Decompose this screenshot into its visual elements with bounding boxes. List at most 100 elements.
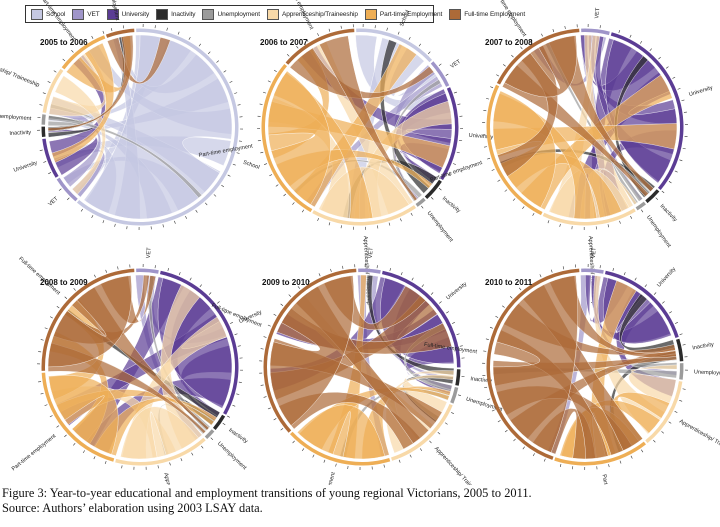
- arc-tick: [67, 197, 70, 201]
- legend-swatch: [364, 8, 377, 20]
- arc-tick: [428, 51, 431, 55]
- arc-tick: [437, 432, 441, 435]
- legend-swatch: [202, 8, 215, 20]
- label-unemployment: Unemployment: [694, 369, 720, 377]
- arc-tick: [496, 74, 500, 77]
- arc-tick: [102, 220, 105, 224]
- arc-tick: [73, 288, 76, 291]
- arc-inactivity: [41, 126, 46, 138]
- arc-tick: [682, 344, 686, 346]
- arc-tick: [221, 184, 225, 188]
- legend-label: VET: [87, 10, 100, 18]
- arc-tick: [335, 463, 337, 467]
- arc-tick: [58, 188, 62, 191]
- arc-unemployment: [679, 363, 684, 380]
- arc-tick: [497, 420, 501, 423]
- arc-tick: [439, 301, 442, 304]
- arc-tick: [665, 66, 669, 69]
- arc-tick: [263, 396, 267, 398]
- arc-tick: [201, 445, 204, 449]
- arc-tick: [453, 91, 457, 94]
- arc-tick: [430, 292, 434, 295]
- ribbon-parttime: [267, 70, 331, 205]
- label-vet: VET: [368, 247, 375, 259]
- arc-unemployment: [41, 114, 46, 125]
- label-inactivity: Inactivity: [227, 427, 248, 445]
- arc-tick: [292, 202, 295, 205]
- panel-title: 2009 to 2010: [262, 278, 310, 287]
- arc-tick: [408, 37, 411, 40]
- arc-tick: [62, 58, 66, 62]
- arc-university: [160, 270, 239, 415]
- arc-tick: [259, 103, 263, 105]
- arc-tick: [495, 315, 499, 318]
- arc-university: [42, 138, 59, 178]
- arc-tick: [451, 322, 455, 324]
- arc-tick: [513, 438, 516, 442]
- arc-tick: [301, 209, 305, 213]
- arc-tick: [104, 461, 107, 465]
- arc-parttime: [554, 441, 646, 466]
- label-vet: VET: [450, 59, 463, 70]
- arc-tick: [44, 404, 48, 407]
- arc-tick: [273, 69, 277, 72]
- arc-tick: [288, 294, 292, 297]
- arc-tick: [264, 163, 268, 165]
- arc-tick: [608, 464, 610, 468]
- arc-tick: [42, 92, 46, 95]
- arc-tick: [450, 412, 454, 414]
- arc-tick: [94, 274, 96, 278]
- arc-tick: [653, 439, 656, 443]
- legend-swatch: [31, 8, 43, 20]
- arc-unemployment: [204, 429, 215, 440]
- arc-tick: [634, 277, 637, 281]
- arc-vet: [581, 268, 604, 274]
- arc-tick: [188, 37, 191, 40]
- ribbon-fulltime: [47, 275, 132, 368]
- arc-tick: [237, 345, 241, 347]
- arc-tick: [73, 442, 76, 446]
- ribbon-fulltime: [492, 275, 579, 453]
- arc-tick: [307, 279, 310, 282]
- legend-label: University: [121, 10, 150, 18]
- legend-swatch: [156, 8, 169, 20]
- arc-tick: [438, 63, 442, 66]
- arc-tick: [297, 286, 301, 289]
- arc-tick: [398, 459, 401, 463]
- arc-tick: [80, 208, 84, 212]
- arc-tick: [607, 224, 609, 228]
- legend-label: Unemployment: [217, 10, 260, 18]
- arc-tick: [317, 33, 319, 37]
- arc-tick: [389, 267, 391, 272]
- arc-tick: [630, 215, 633, 219]
- ribbon-fulltime: [107, 37, 171, 84]
- arc-tick: [457, 394, 462, 396]
- arc-tick: [644, 284, 647, 288]
- arc-tick: [50, 316, 53, 319]
- arc-tick: [292, 440, 295, 444]
- arc-tick: [169, 462, 171, 466]
- caption-line-2: Source: Authors’ elaboration using 2003 …: [2, 501, 263, 515]
- arc-tick: [503, 64, 506, 67]
- label-university: University: [13, 160, 38, 174]
- arc-tick: [267, 407, 271, 410]
- arc-tick: [679, 333, 683, 336]
- arc-tick: [166, 27, 168, 31]
- arc-tick: [260, 348, 264, 350]
- arc-tick: [486, 97, 490, 100]
- arc-tick: [629, 34, 632, 38]
- label-apprenticeship: Apprenticeship/ Traineeship: [433, 446, 484, 485]
- panel-title: 2010 to 2011: [485, 278, 533, 287]
- arc-inactivity: [645, 189, 660, 204]
- arc-tick: [263, 336, 267, 338]
- arc-tick: [618, 29, 621, 33]
- label-unemployment: Unemployment: [0, 113, 32, 122]
- legend-label: Apprenticeship/Traineeship: [281, 10, 358, 18]
- arc-tick: [227, 174, 231, 177]
- arc-tick: [677, 87, 681, 90]
- arc-tick: [552, 29, 555, 33]
- label-vet: VET: [146, 247, 153, 259]
- label-university: University: [445, 281, 468, 301]
- arc-tick: [522, 206, 525, 209]
- legend-item-unemployment: Unemployment: [202, 8, 260, 20]
